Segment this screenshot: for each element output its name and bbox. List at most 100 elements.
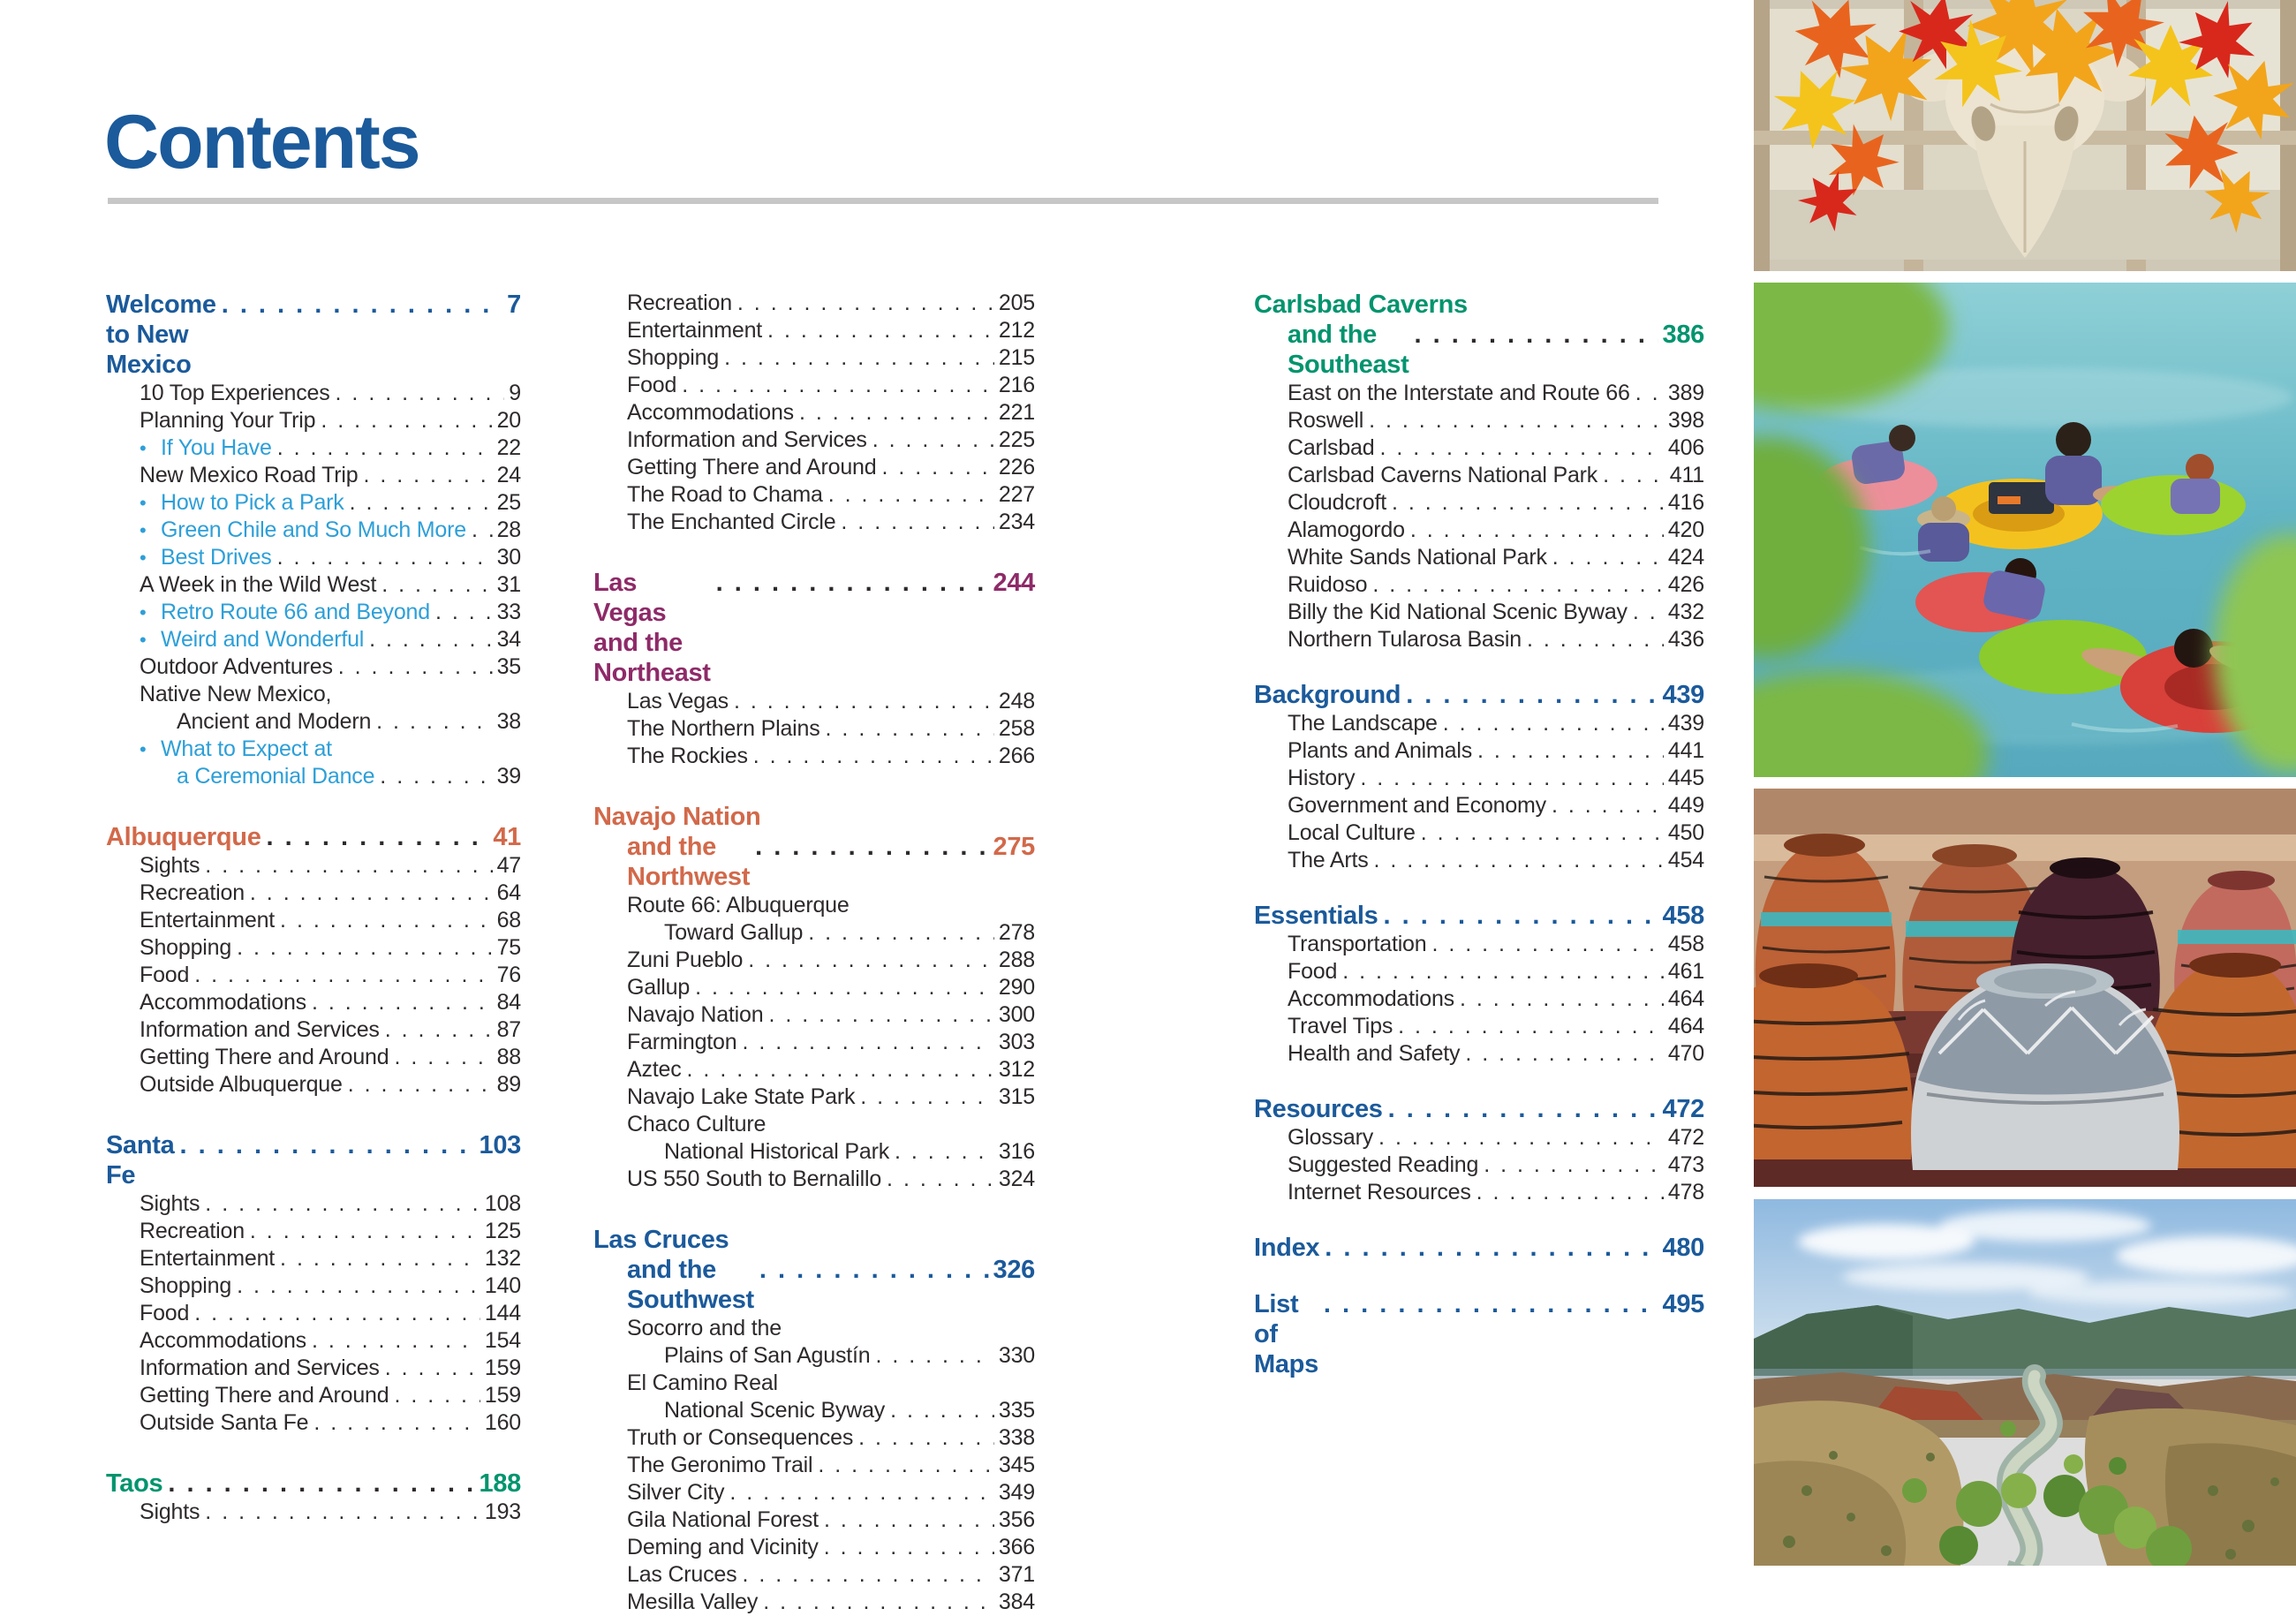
river	[1997, 1364, 2063, 1566]
entry-label: The Road to Chama	[627, 482, 823, 507]
dot-leader	[748, 947, 994, 974]
entry-page-number: 212	[998, 318, 1035, 343]
entry-page-number: 25	[496, 490, 522, 515]
section-heading-row: Resources 472	[1254, 1094, 1704, 1124]
entry-label: Gila National Forest	[627, 1507, 819, 1532]
dot-leader	[1414, 320, 1658, 350]
toc-entry: National Scenic Byway 335	[593, 1397, 1035, 1424]
entry-page-number: 426	[1667, 572, 1704, 597]
entry-label: Information and Services	[140, 1355, 380, 1380]
section-heading-row: Albuquerque 41	[106, 822, 521, 852]
entry-label: Zuni Pueblo	[627, 948, 744, 972]
toc-entry: White Sands National Park 424	[1254, 544, 1704, 571]
section-heading: Welcome to New Mexico 7	[106, 290, 521, 380]
bullet-icon: •	[140, 738, 147, 760]
entry-label: Northern Tularosa Basin	[1288, 627, 1522, 652]
entry-label: Socorro and the	[627, 1316, 782, 1340]
toc-entry: Mesilla Valley 384	[593, 1589, 1035, 1616]
toc-entry: Accommodations 84	[106, 989, 521, 1016]
entry-page-number: 432	[1667, 600, 1704, 624]
entry-page-number: 140	[484, 1273, 521, 1298]
dot-leader	[1635, 380, 1664, 407]
entry-page-number: 436	[1667, 627, 1704, 652]
entry-label: a Ceremonial Dance	[177, 764, 375, 789]
toc-entry: Sights 193	[106, 1499, 521, 1526]
toc-entry: Billy the Kid National Scenic Byway 432	[1254, 599, 1704, 626]
toc-entry: Carlsbad Caverns National Park 411	[1254, 462, 1704, 489]
entry-page-number: 234	[998, 510, 1035, 534]
toc-entry: Roswell 398	[1254, 407, 1704, 434]
section-heading: Resources 472	[1254, 1094, 1704, 1124]
entry-label: Entertainment	[140, 908, 276, 933]
dot-leader	[687, 1056, 994, 1084]
dot-leader	[1465, 1040, 1664, 1068]
toc-entry: Ancient and Modern 38	[106, 708, 521, 736]
entry-page-number: 316	[998, 1139, 1035, 1164]
dot-leader	[729, 1479, 994, 1507]
entry-page-number: 28	[496, 517, 522, 542]
toc-section: Index 480	[1254, 1233, 1704, 1263]
entry-label: Accommodations	[140, 990, 306, 1015]
entry-label: Accommodations	[627, 400, 794, 425]
entry-page-number: 125	[484, 1219, 521, 1243]
dot-leader	[767, 317, 994, 344]
entry-label: Health and Safety	[1288, 1041, 1461, 1066]
toc-entry: Recreation 125	[106, 1218, 521, 1245]
dot-leader	[1410, 517, 1664, 544]
entry-page-number: 205	[998, 291, 1035, 315]
entry-label: Navajo Lake State Park	[627, 1084, 856, 1109]
photo-navajo-pottery	[1754, 789, 2296, 1187]
toc-entry: Government and Economy 449	[1254, 792, 1704, 819]
entry-label: Ancient and Modern	[177, 709, 372, 734]
entry-page-number: 300	[998, 1002, 1035, 1027]
entry-page-number: 38	[496, 709, 522, 734]
entry-page-number: 278	[998, 920, 1035, 945]
entry-page-number: 216	[998, 373, 1035, 397]
entry-label: Mesilla Valley	[627, 1590, 759, 1614]
dot-leader	[313, 1409, 480, 1437]
dot-leader	[205, 1499, 480, 1526]
entry-page-number: 312	[998, 1057, 1035, 1082]
entry-page-number: 450	[1667, 820, 1704, 845]
toc-entry: National Historical Park 316	[593, 1138, 1035, 1166]
toc-entry: • What to Expect at	[106, 736, 521, 763]
entry-label: Sights	[140, 853, 200, 878]
river-canyon-illustration	[1754, 1199, 2296, 1566]
dot-leader	[1552, 544, 1664, 571]
toc-entry: Internet Resources 478	[1254, 1179, 1704, 1206]
entry-label: Weird and Wonderful	[161, 627, 365, 652]
dot-leader	[828, 481, 994, 509]
toc-entry: Northern Tularosa Basin 436	[1254, 626, 1704, 653]
entry-label: Toward Gallup	[664, 920, 804, 945]
dot-leader	[872, 427, 994, 454]
entry-page-number: 324	[998, 1167, 1035, 1191]
toc-entry: Gila National Forest 356	[593, 1507, 1035, 1534]
desert-shrubs	[1783, 1451, 2279, 1559]
entry-label: Food	[1288, 959, 1338, 984]
entry-page-number: 68	[496, 908, 522, 933]
entry-label: Entertainment	[140, 1246, 276, 1271]
entry-page-number: 470	[1667, 1041, 1704, 1066]
entry-page-number: 266	[998, 744, 1035, 768]
entry-page-number: 31	[496, 572, 522, 597]
entry-label: Roswell	[1288, 408, 1364, 433]
clouds	[1798, 1210, 2296, 1305]
entry-label: Getting There and Around	[627, 455, 877, 480]
toc-entry: Accommodations 464	[1254, 985, 1704, 1013]
entry-page-number: 76	[496, 963, 522, 987]
entry-label: Silver City	[627, 1480, 725, 1505]
toc-entry: Plants and Animals 441	[1254, 737, 1704, 765]
toc-entry: Suggested Reading 473	[1254, 1152, 1704, 1179]
entry-label: Internet Resources	[1288, 1180, 1471, 1204]
toc-section: List of Maps 495	[1254, 1289, 1704, 1379]
bullet-icon: •	[140, 601, 147, 623]
entry-page-number: 356	[998, 1507, 1035, 1532]
section-title: Resources	[1254, 1095, 1383, 1123]
dot-leader	[768, 1001, 993, 1029]
toc-entry: Chaco Culture	[593, 1111, 1035, 1138]
entry-page-number: 464	[1667, 1014, 1704, 1038]
section-heading-row: Welcome to New Mexico 7	[106, 290, 521, 380]
toc-entry: Outside Santa Fe 160	[106, 1409, 521, 1437]
